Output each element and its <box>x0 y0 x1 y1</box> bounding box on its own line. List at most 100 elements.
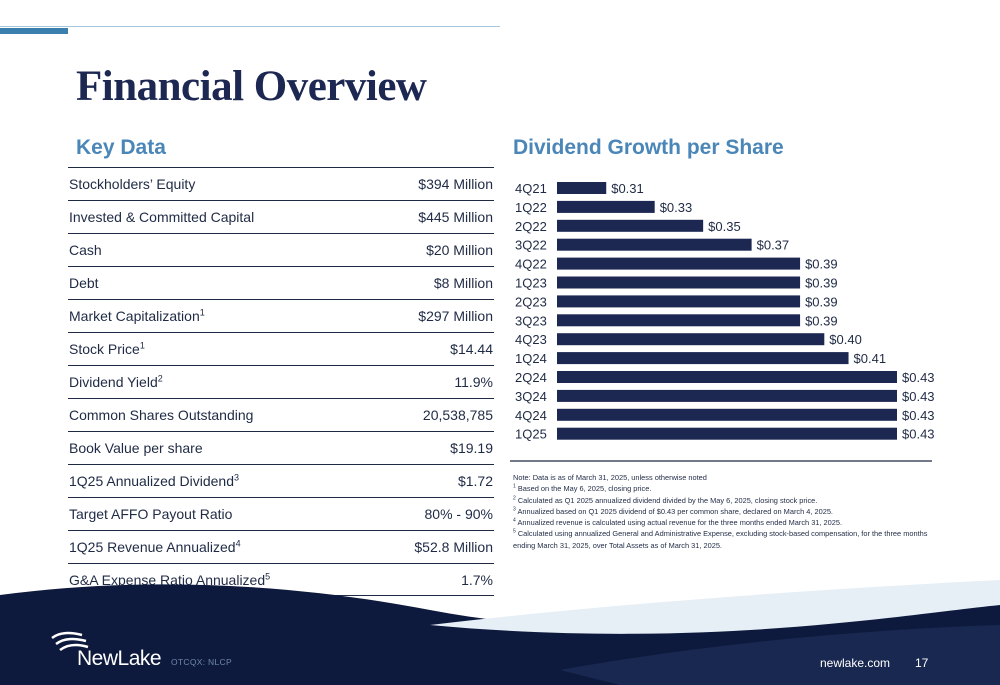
key-data-label: Invested & Committed Capital <box>69 209 254 225</box>
key-data-table: Stockholders’ Equity $394 Million Invested… <box>68 167 494 596</box>
footnote-line: Note: Data is as of March 31, 2025, unle… <box>513 472 943 483</box>
key-data-label: Common Shares Outstanding <box>69 407 253 423</box>
dividend-bar <box>557 389 897 402</box>
key-data-row: Invested & Committed Capital $445 Million <box>68 200 494 233</box>
key-data-label-text: G&A Expense Ratio Annualized <box>69 571 266 588</box>
footnote-number: 1 <box>513 483 516 490</box>
category-label: 1Q23 <box>515 276 547 291</box>
key-data-value: $394 Million <box>418 176 493 192</box>
footnote-marker: 1 <box>139 340 145 351</box>
dividend-bar <box>557 276 801 289</box>
dividend-growth-heading: Dividend Growth per Share <box>513 136 784 159</box>
bar-value-label: $0.40 <box>829 332 862 347</box>
bar-value-label: $0.43 <box>902 427 935 442</box>
website-link[interactable]: newlake.com <box>820 656 891 670</box>
bar-value-label: $0.39 <box>805 276 838 291</box>
logo-wave-icon <box>51 631 89 652</box>
bar-value-label: $0.35 <box>708 219 741 234</box>
dividend-bar <box>557 219 704 232</box>
category-label: 3Q22 <box>515 238 547 253</box>
footnote-text: Annualized revenue is calculated using a… <box>517 518 843 528</box>
key-data-label: Debt <box>69 275 99 291</box>
dividend-bar <box>557 182 607 194</box>
bar-value-label: $0.41 <box>854 351 887 366</box>
footnote-text: Calculated as Q1 2025 annualized dividen… <box>517 495 818 505</box>
key-data-label-text: Invested & Committed Capital <box>69 209 255 225</box>
key-data-label: 1Q25 Revenue Annualized4 <box>69 539 241 555</box>
footnote-line: 2 Calculated as Q1 2025 annualized divid… <box>513 495 943 506</box>
dividend-bar <box>557 333 825 346</box>
key-data-row: 1Q25 Annualized Dividend3 $1.72 <box>68 464 494 497</box>
key-data-label: Stockholders’ Equity <box>69 176 195 192</box>
category-label: 1Q22 <box>515 200 547 215</box>
footnote-number: 3 <box>513 506 516 513</box>
key-data-row: Cash $20 Million <box>68 233 494 266</box>
category-label: 1Q24 <box>515 351 547 366</box>
bar-value-label: $0.43 <box>902 389 935 404</box>
key-data-value: $445 Million <box>418 209 493 225</box>
key-data-label: Book Value per share <box>69 440 203 456</box>
bar-value-label: $0.33 <box>660 200 693 215</box>
key-data-label-text: 1Q25 Revenue Annualized <box>69 539 236 555</box>
key-data-value: 20,538,785 <box>422 407 493 423</box>
key-data-label: Stock Price1 <box>69 341 145 357</box>
key-data-value: $20 Million <box>426 242 493 258</box>
dividend-bar <box>557 408 897 421</box>
key-data-value: $297 Million <box>418 308 493 324</box>
key-data-row: Target AFFO Payout Ratio 80% - 90% <box>68 497 494 530</box>
logo-text: NewLake <box>77 647 162 670</box>
key-data-heading: Key Data <box>76 136 166 159</box>
footnote-marker: 5 <box>265 570 271 581</box>
key-data-row: Debt $8 Million <box>68 266 494 299</box>
key-data-label: Market Capitalization1 <box>69 308 205 324</box>
key-data-label-text: Common Shares Outstanding <box>69 407 254 423</box>
key-data-label: G&A Expense Ratio Annualized5 <box>69 570 271 588</box>
top-accent-bar <box>0 28 68 34</box>
footnote-marker: 1 <box>199 307 205 318</box>
top-divider-line <box>0 26 500 27</box>
category-label: 2Q24 <box>515 370 547 385</box>
bar-value-label: $0.39 <box>805 257 838 272</box>
key-data-value: $19.19 <box>450 440 493 456</box>
key-data-row: Stock Price1 $14.44 <box>68 332 494 365</box>
bar-value-label: $0.31 <box>611 181 644 196</box>
category-label: 3Q24 <box>515 389 547 404</box>
key-data-label-text: Book Value per share <box>69 440 203 456</box>
key-data-row: Common Shares Outstanding 20,538,785 <box>68 398 494 431</box>
dividend-bar <box>557 238 752 251</box>
page-title: Financial Overview <box>76 63 427 110</box>
footnote-line: 1 Based on the May 6, 2025, closing pric… <box>513 483 943 494</box>
category-label: 4Q24 <box>515 408 547 423</box>
key-data-label-text: Debt <box>69 275 99 291</box>
dividend-bar <box>557 200 655 213</box>
key-data-value: 11.9% <box>454 374 493 390</box>
category-label: 4Q21 <box>515 181 547 196</box>
dividend-bar <box>557 314 801 327</box>
key-data-value: $14.44 <box>450 341 493 357</box>
category-label: 2Q23 <box>515 294 547 309</box>
footer-wave-background <box>0 580 1000 685</box>
bar-value-label: $0.39 <box>805 313 838 328</box>
bar-value-label: $0.37 <box>757 238 790 253</box>
footnote-line: 5 Calculated using annualized General an… <box>513 528 943 551</box>
footnote-number: 2 <box>513 495 516 502</box>
dividend-chart: 4Q21 $0.31 1Q22 $0.33 2Q22 $0.35 3Q22 $0.37 4Q22… <box>510 180 935 465</box>
key-data-label-text: 1Q25 Annualized Dividend <box>69 473 235 489</box>
footnote-line: 4 Annualized revenue is calculated using… <box>513 517 943 528</box>
key-data-label: Dividend Yield2 <box>69 374 163 390</box>
key-data-row: 1Q25 Revenue Annualized4 $52.8 Million <box>68 530 494 563</box>
key-data-row: Dividend Yield2 11.9% <box>68 365 494 398</box>
key-data-label-text: Cash <box>69 242 102 258</box>
footnote-text: Note: Data is as of March 31, 2025, unle… <box>513 473 707 482</box>
ticker-symbol: OTCQX: NLCP <box>171 657 232 667</box>
category-label: 1Q25 <box>515 427 547 442</box>
key-data-label-text: Stockholders’ Equity <box>69 176 196 192</box>
footnotes: Note: Data is as of March 31, 2025, unle… <box>513 472 943 551</box>
bar-value-label: $0.39 <box>805 294 838 309</box>
key-data-value: 80% - 90% <box>424 506 493 522</box>
footnote-text: Based on the May 6, 2025, closing price. <box>517 484 652 494</box>
key-data-value: $8 Million <box>433 275 493 291</box>
key-data-label: Cash <box>69 242 102 258</box>
footnote-line: 3 Annualized based on Q1 2025 dividend o… <box>513 506 943 517</box>
bar-value-label: $0.43 <box>902 370 935 385</box>
